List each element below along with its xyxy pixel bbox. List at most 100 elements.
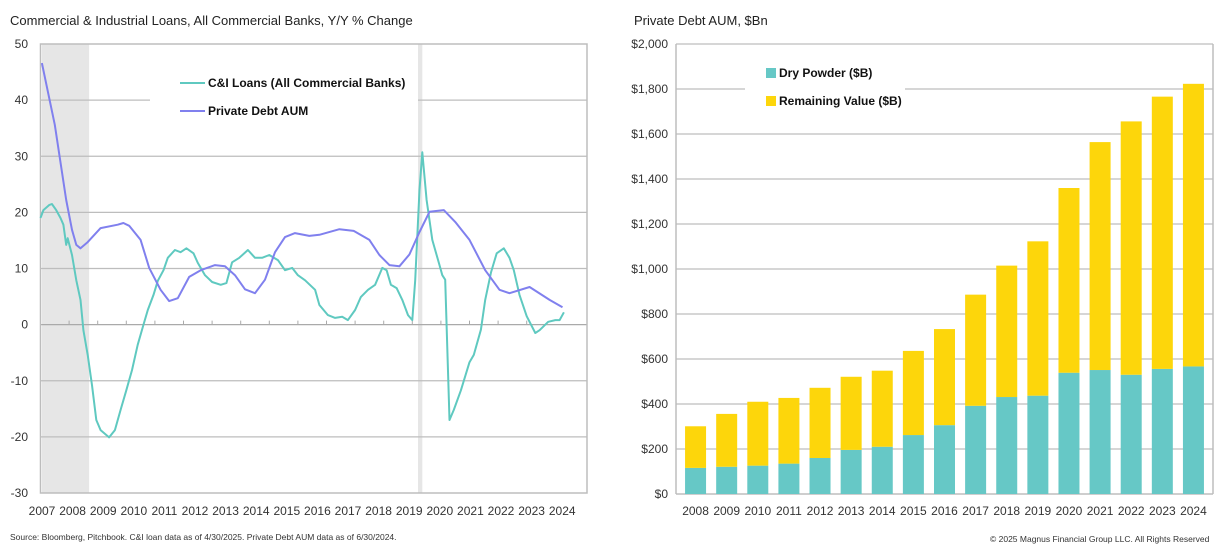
bar-remaining-value <box>778 397 800 464</box>
bar-dry-powder <box>1182 366 1204 494</box>
y-tick-label: 50 <box>15 37 29 51</box>
x-tick-label: 2019 <box>396 504 423 518</box>
x-tick-label: 2018 <box>993 504 1020 518</box>
bar-remaining-value <box>840 376 862 450</box>
y-tick-label: $600 <box>641 352 668 366</box>
y-tick-label: -20 <box>11 430 29 444</box>
x-tick-label: 2011 <box>776 504 802 518</box>
bar-remaining-value <box>685 426 707 468</box>
bar-remaining-value <box>934 329 955 426</box>
x-tick-label: 2010 <box>744 504 771 518</box>
bar-dry-powder <box>716 466 738 494</box>
plot-border <box>39 43 588 494</box>
bar-dry-powder <box>809 458 831 494</box>
bar-dry-powder <box>685 467 707 494</box>
y-tick-label: $1,800 <box>631 82 668 96</box>
x-tick-label: 2018 <box>365 504 392 518</box>
x-tick-label: 2022 <box>1118 504 1145 518</box>
bar-remaining-value <box>747 401 769 466</box>
x-tick-label: 2013 <box>838 504 865 518</box>
source-note: Source: Bloomberg, Pitchbook. C&I loan d… <box>10 532 397 542</box>
legend-label: Private Debt AUM <box>208 104 308 118</box>
bar-remaining-value <box>871 370 893 447</box>
x-tick-label: 2021 <box>1087 504 1114 518</box>
bar-dry-powder <box>965 405 987 494</box>
x-tick-label: 2008 <box>59 504 86 518</box>
x-tick-label: 2020 <box>426 504 453 518</box>
bar-dry-powder <box>1151 368 1173 494</box>
bar-dry-powder <box>1058 372 1080 494</box>
x-tick-label: 2014 <box>869 504 896 518</box>
y-tick-label: -10 <box>11 374 29 388</box>
x-tick-label: 2022 <box>488 504 515 518</box>
left-chart-title: Commercial & Industrial Loans, All Comme… <box>10 13 413 28</box>
y-tick-label: $400 <box>641 397 668 411</box>
private-debt-aum-line <box>40 62 563 309</box>
private-debt-aum-bar-chart: $0 $200 $400 $600 $800 $1,000 $1,200 $1,400 $1,6… <box>631 37 1214 518</box>
bar-dry-powder <box>747 465 769 494</box>
bar-remaining-value <box>902 350 924 436</box>
x-tick-label: 2009 <box>713 504 740 518</box>
bar-dry-powder <box>840 449 862 494</box>
legend-swatch <box>766 68 776 78</box>
legend-label: C&I Loans (All Commercial Banks) <box>208 76 405 90</box>
x-tick-label: 2017 <box>962 504 989 518</box>
legend-label: Remaining Value ($B) <box>779 94 902 108</box>
x-tick-label: 2012 <box>182 504 209 518</box>
x-tick-label: 2012 <box>807 504 834 518</box>
y-tick-label: 20 <box>15 205 29 219</box>
bar-remaining-value <box>1182 83 1204 367</box>
x-tick-label: 2013 <box>212 504 239 518</box>
bar-dry-powder <box>1120 374 1142 494</box>
y-tick-label: 30 <box>15 149 29 163</box>
bar-dry-powder <box>934 425 955 494</box>
legend-label: Dry Powder ($B) <box>779 66 872 80</box>
x-tick-label: 2020 <box>1056 504 1083 518</box>
y-tick-label: 10 <box>15 262 29 276</box>
cni-loans-line <box>39 151 565 439</box>
y-tick-label: $2,000 <box>631 37 668 51</box>
x-tick-label: 2024 <box>549 504 576 518</box>
bar-remaining-value <box>1120 121 1142 375</box>
x-tick-label: 2017 <box>335 504 362 518</box>
x-tick-label: 2011 <box>151 504 177 518</box>
x-tick-label: 2023 <box>518 504 545 518</box>
bar-dry-powder <box>871 446 893 494</box>
y-tick-label: $1,200 <box>631 217 668 231</box>
legend-swatch <box>766 96 776 106</box>
bar-remaining-value <box>1089 142 1111 371</box>
x-tick-label: 2016 <box>931 504 958 518</box>
x-tick-label: 2016 <box>304 504 331 518</box>
x-tick-label: 2010 <box>120 504 147 518</box>
y-tick-label: $200 <box>641 442 668 456</box>
bar-dry-powder <box>778 463 800 494</box>
x-tick-label: 2007 <box>29 504 56 518</box>
x-tick-label: 2023 <box>1149 504 1176 518</box>
x-tick-label: 2009 <box>90 504 117 518</box>
y-tick-label: $800 <box>641 307 668 321</box>
y-tick-label: $1,400 <box>631 172 668 186</box>
bar-remaining-value <box>1058 188 1080 373</box>
bar-remaining-value <box>1151 96 1173 369</box>
bar-dry-powder <box>1089 370 1111 494</box>
bar-remaining-value <box>996 265 1018 398</box>
x-tick-label: 2015 <box>273 504 300 518</box>
bar-remaining-value <box>809 387 831 458</box>
y-tick-label: -30 <box>11 486 29 500</box>
y-tick-label: $1,600 <box>631 127 668 141</box>
bar-dry-powder <box>902 435 924 494</box>
right-chart-title: Private Debt AUM, $Bn <box>634 13 768 28</box>
copyright-note: © 2025 Magnus Financial Group LLC. All R… <box>990 534 1210 544</box>
x-tick-label: 2014 <box>243 504 270 518</box>
x-tick-label: 2008 <box>682 504 709 518</box>
x-tick-label: 2024 <box>1180 504 1207 518</box>
bar-remaining-value <box>1027 241 1049 396</box>
y-tick-label: $1,000 <box>631 262 668 276</box>
y-tick-label: 0 <box>21 318 28 332</box>
bar-remaining-value <box>965 294 987 406</box>
x-tick-label: 2019 <box>1025 504 1052 518</box>
x-tick-label: 2015 <box>900 504 927 518</box>
bar-remaining-value <box>716 413 738 467</box>
y-tick-label: 40 <box>15 93 29 107</box>
